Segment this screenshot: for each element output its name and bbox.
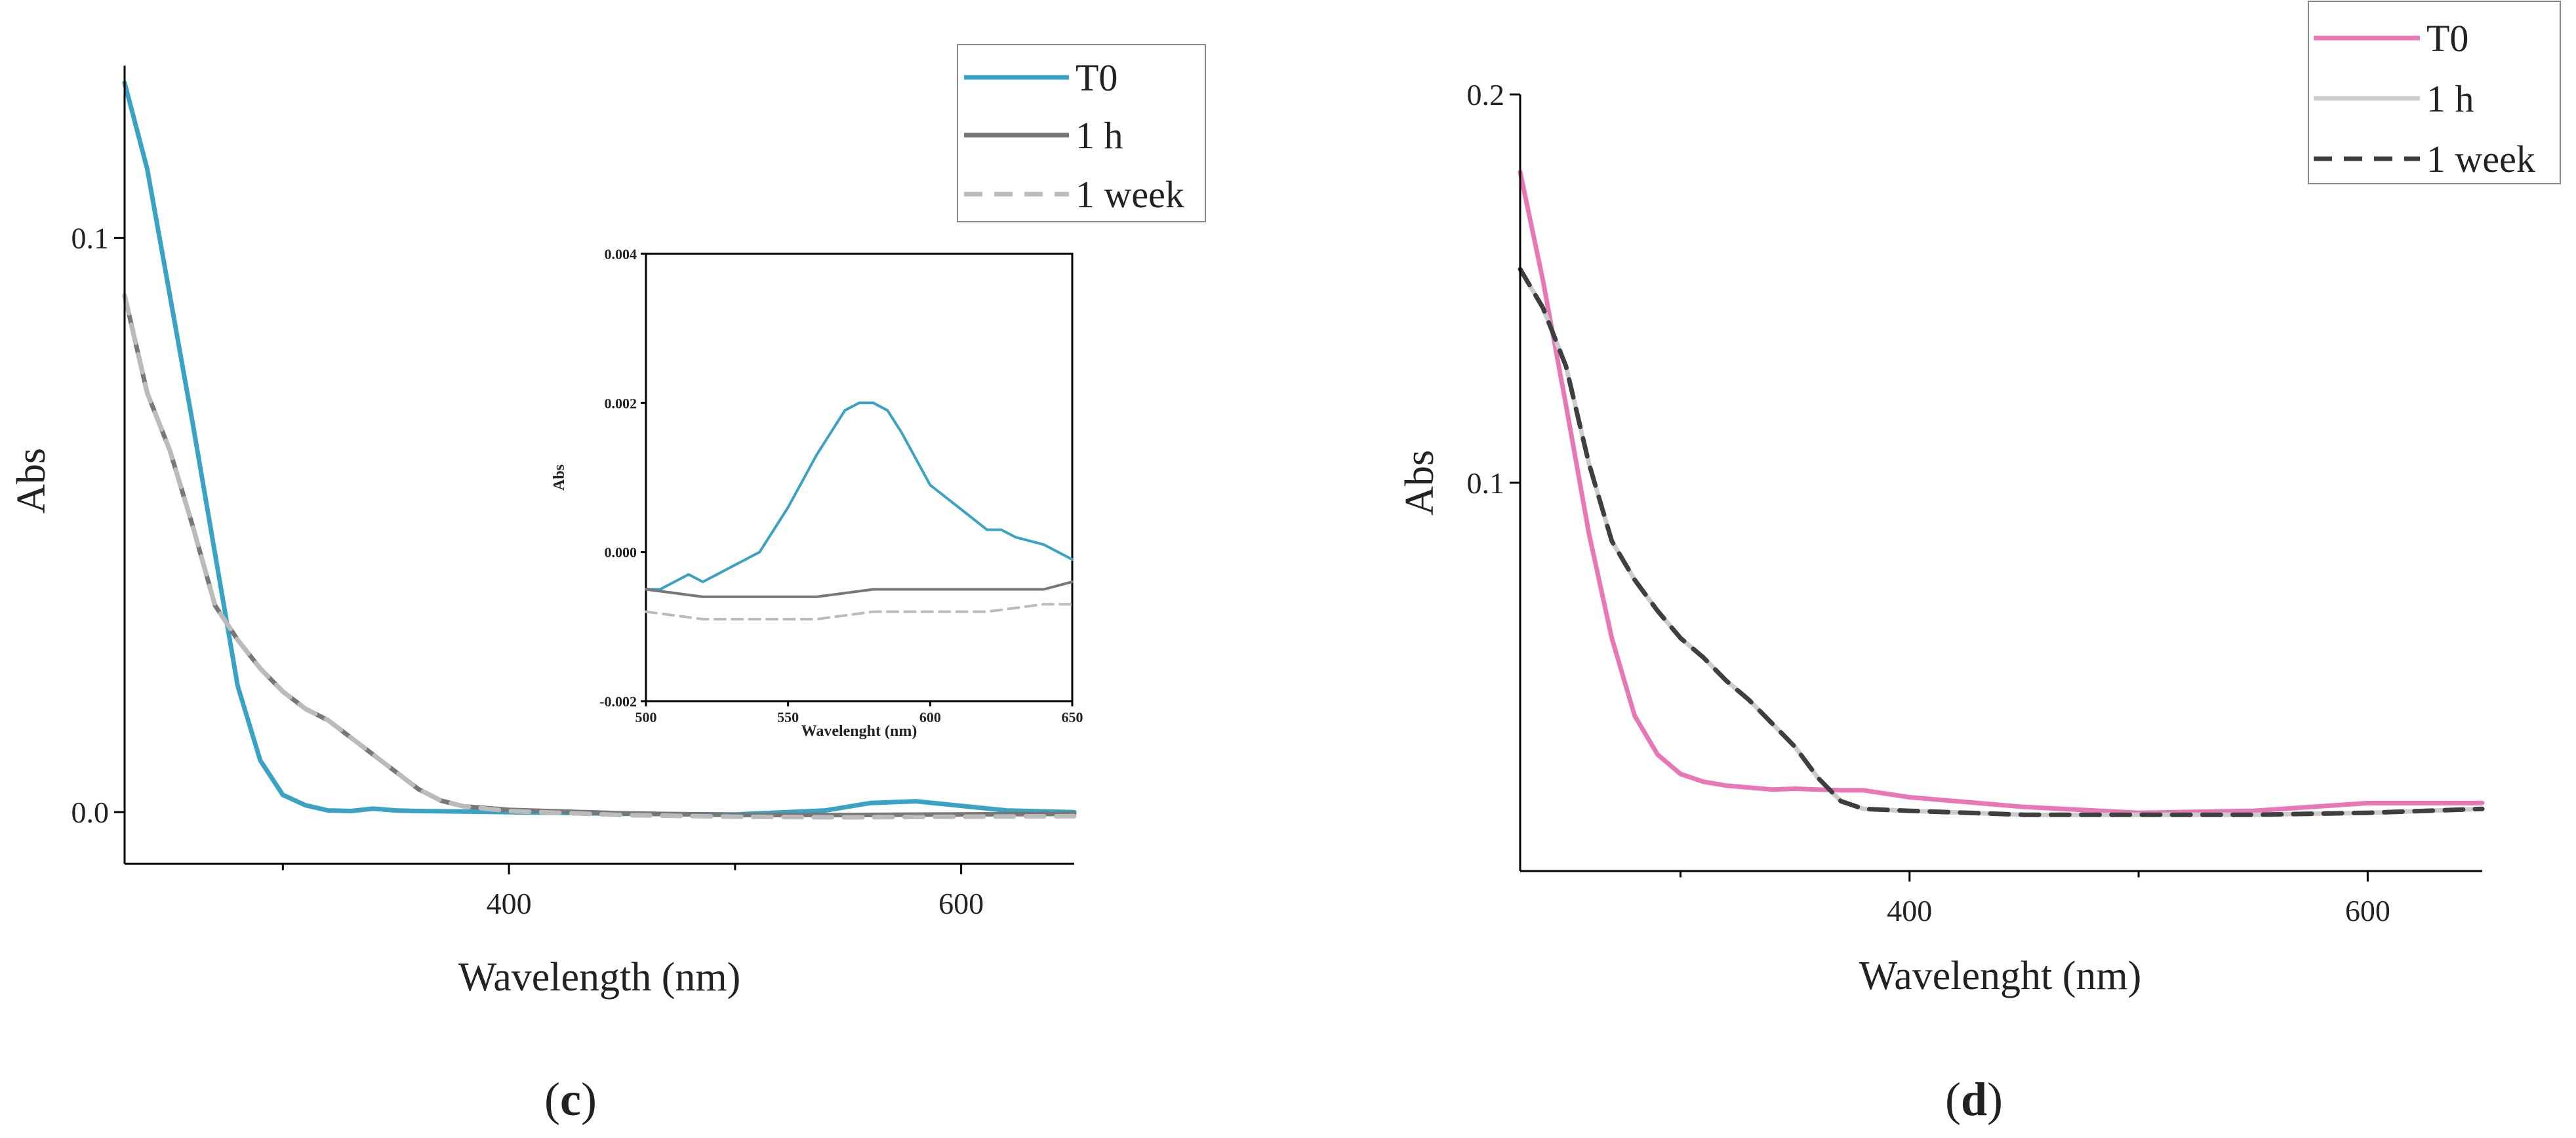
panel-d-series-line-1-week — [1518, 266, 2485, 817]
panel-d-ticks: 400 600 0.1 0.2 — [1467, 78, 2390, 927]
inset-x-tick-label: 550 — [777, 709, 799, 725]
inset-ticks: 500 550 600 650 -0.002 0.000 0.002 0.004 — [599, 246, 1083, 725]
panel-c-x-tick-label: 600 — [938, 887, 984, 920]
panel-d-series-lines — [1518, 169, 2485, 817]
panel-d-legend-box — [2308, 1, 2561, 184]
panel-c-chart: 400 600 0.0 0.1 Wavelength (nm) Abs (c) T0 … — [9, 44, 1206, 1126]
panel-c-inset: 500 550 600 650 -0.002 0.000 0.002 0.004 Wavele… — [551, 246, 1083, 740]
panel-d-legend-label-1week: 1 week — [2426, 138, 2535, 180]
panel-d-y-axis-label: Abs — [1398, 450, 1442, 516]
panel-d-x-tick-label: 400 — [1887, 894, 1932, 927]
inset-series-lines — [645, 401, 1074, 620]
inset-frame — [645, 253, 1074, 702]
panel-c-x-tick-label: 400 — [487, 887, 532, 920]
panel-c-legend-label-1h: 1 h — [1076, 114, 1123, 157]
inset-y-axis-label: Abs — [551, 464, 568, 491]
panel-d-legend-label-t0: T0 — [2426, 17, 2468, 60]
inset-x-tick-label: 500 — [635, 709, 657, 725]
inset-y-tick-label: 0.002 — [605, 395, 637, 411]
panel-d-series-line-t0 — [1518, 169, 2485, 815]
panel-c-x-axis-label: Wavelength (nm) — [458, 955, 741, 1000]
panel-c-legend-label-t0: T0 — [1076, 56, 1117, 99]
panel-d-x-axis-label: Wavelenght (nm) — [1859, 954, 2142, 998]
panel-c-series-lines — [122, 80, 1077, 820]
inset-series-line-t0 — [645, 401, 1074, 591]
panel-d-y-tick-label: 0.1 — [1467, 466, 1505, 500]
panel-d-y-tick-label: 0.2 — [1467, 78, 1505, 112]
panel-c-y-axis-label: Abs — [9, 448, 54, 514]
panel-c-series-line-t0 — [122, 80, 1077, 817]
panel-d-x-tick-label: 600 — [2345, 894, 2390, 927]
panel-c-ticks: 400 600 0.0 0.1 — [71, 222, 984, 920]
panel-c-y-tick-label: 0.1 — [71, 222, 110, 255]
panel-d-label: (d) — [1945, 1073, 2003, 1126]
inset-series-line-1-h — [645, 580, 1074, 598]
inset-series-line-1-week — [645, 603, 1074, 620]
inset-x-axis-label: Wavelenght (nm) — [801, 723, 917, 740]
panel-d-legend: T0 1 h 1 week — [2308, 1, 2561, 184]
panel-c-legend: T0 1 h 1 week — [957, 44, 1206, 222]
panel-c-series-line-1-week — [122, 293, 1077, 820]
panel-c-legend-label-1week: 1 week — [1076, 173, 1184, 216]
inset-y-tick-label: -0.002 — [599, 693, 637, 710]
panel-d-chart: 400 600 0.1 0.2 Wavelenght (nm) Abs (d) T0 … — [1398, 1, 2561, 1126]
inset-x-tick-label: 600 — [919, 709, 941, 725]
inset-x-tick-label: 650 — [1062, 709, 1083, 725]
panel-c-y-tick-label: 0.0 — [71, 796, 110, 829]
inset-y-tick-label: 0.004 — [605, 246, 637, 262]
panel-c-label: (c) — [544, 1073, 597, 1126]
panel-d-legend-label-1h: 1 h — [2426, 77, 2474, 120]
inset-y-tick-label: 0.000 — [605, 544, 637, 561]
